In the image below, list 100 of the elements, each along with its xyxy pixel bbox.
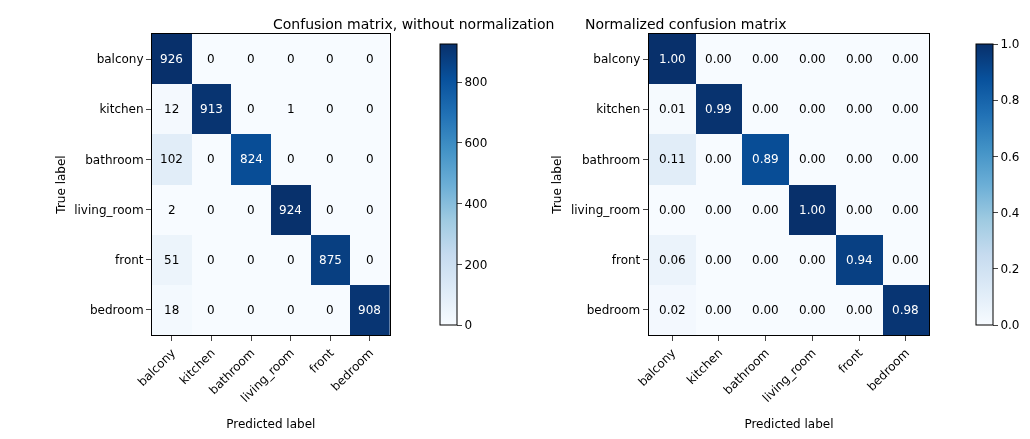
data-label: 102 (160, 152, 183, 166)
color-bar-label: 0.8 (1000, 93, 1020, 108)
data-label: 0.00 (799, 152, 826, 166)
color-bar-label: 200 (464, 257, 488, 272)
data-label: 0.06 (659, 253, 686, 267)
data-label: 0.00 (705, 52, 732, 66)
color-bar-label: 1.0 (1000, 37, 1020, 52)
data-label: 0 (326, 203, 334, 217)
data-label: 0 (326, 102, 334, 116)
y-tick-label: kitchen (596, 102, 641, 117)
data-label: 0 (247, 303, 255, 317)
data-label: 0.00 (799, 253, 826, 267)
data-label: 0 (287, 253, 295, 267)
data-label: 0 (366, 203, 374, 217)
data-label: 0.00 (846, 303, 873, 317)
data-label: 0.00 (752, 303, 779, 317)
y-tick-label: front (611, 252, 641, 267)
data-label: 0 (247, 203, 255, 217)
data-label: 0.00 (705, 253, 732, 267)
data-label: 0.94 (846, 253, 873, 267)
data-label: 0.00 (892, 203, 919, 217)
data-label: 875 (319, 253, 342, 267)
data-label: 0.00 (846, 102, 873, 116)
data-label: 0.11 (659, 152, 686, 166)
data-label: 0.00 (799, 52, 826, 66)
y-axis-title: True label (53, 155, 68, 215)
y-tick-label: balcony (593, 52, 641, 67)
x-axis-title: Predicted label (744, 416, 834, 431)
color-bar-label: 600 (464, 136, 488, 151)
data-label: 0 (287, 152, 295, 166)
y-tick-label: bedroom (89, 303, 144, 318)
y-tick-label: bathroom (581, 152, 641, 167)
data-label: 0.00 (846, 52, 873, 66)
y-axis-title: True label (550, 155, 565, 215)
data-label: 0 (326, 303, 334, 317)
data-label: 18 (164, 303, 180, 317)
data-label: 0.01 (659, 102, 686, 116)
y-tick-label: kitchen (99, 102, 144, 117)
data-label: 0 (207, 203, 215, 217)
data-label: 0.00 (659, 203, 686, 217)
x-axis-title: Predicted label (226, 416, 316, 431)
data-label: 0 (366, 52, 374, 66)
data-label: 0.98 (892, 303, 919, 317)
data-label: 0 (247, 52, 255, 66)
data-label: 0 (287, 303, 295, 317)
data-label: 0.00 (752, 253, 779, 267)
data-label: 0.00 (892, 52, 919, 66)
data-label: 0.00 (846, 203, 873, 217)
data-label: 0 (326, 152, 334, 166)
data-label: 0 (366, 253, 374, 267)
data-label: 0 (207, 253, 215, 267)
data-label: 12 (164, 102, 180, 116)
data-label: 0.99 (705, 102, 732, 116)
data-label: 0.02 (659, 303, 686, 317)
data-label: 0 (366, 152, 374, 166)
data-label: 0.00 (892, 253, 919, 267)
data-label: 0 (247, 253, 255, 267)
data-label: 0.00 (846, 152, 873, 166)
chart-title: Normalized confusion matrix (585, 16, 787, 32)
data-label: 0 (207, 152, 215, 166)
color-bar-label: 0.4 (1000, 205, 1020, 220)
data-label: 0.00 (892, 102, 919, 116)
data-label: 1.00 (659, 52, 686, 66)
data-label: 0 (326, 52, 334, 66)
data-label: 0 (247, 102, 255, 116)
data-label: 0.00 (705, 152, 732, 166)
data-label: 0.00 (752, 102, 779, 116)
data-label: 924 (279, 203, 302, 217)
data-label: 0 (287, 52, 295, 66)
color-bar-label: 0.0 (1000, 318, 1020, 333)
data-label: 0 (207, 303, 215, 317)
data-label: 0.00 (705, 203, 732, 217)
color-bar-label: 0 (464, 318, 473, 333)
color-bar-label: 0.6 (1000, 149, 1020, 164)
y-tick-label: bedroom (586, 303, 641, 318)
data-label: 0.00 (752, 52, 779, 66)
data-label: 824 (240, 152, 263, 166)
data-label: 0.00 (705, 303, 732, 317)
data-label: 2 (168, 203, 176, 217)
y-tick-label: balcony (96, 52, 144, 67)
chart-title: Confusion matrix, without normalization (273, 16, 555, 32)
data-label: 0.00 (892, 152, 919, 166)
data-label: 908 (358, 303, 381, 317)
color-bar-label: 800 (464, 75, 488, 90)
data-label: 1.00 (799, 203, 826, 217)
data-label: 913 (200, 102, 223, 116)
data-label: 0 (366, 102, 374, 116)
color-bar-label: 400 (464, 196, 488, 211)
data-label: 0.89 (752, 152, 779, 166)
y-tick-label: living_room (570, 202, 641, 217)
y-tick-label: front (115, 252, 144, 267)
data-label: 0.00 (799, 303, 826, 317)
data-label: 0.00 (752, 203, 779, 217)
data-label: 51 (164, 253, 180, 267)
y-tick-label: living_room (74, 202, 144, 217)
data-label: 1 (287, 102, 295, 116)
data-label: 0 (207, 52, 215, 66)
data-label: 926 (160, 52, 183, 66)
y-tick-label: bathroom (85, 152, 144, 167)
data-label: 0.00 (799, 102, 826, 116)
